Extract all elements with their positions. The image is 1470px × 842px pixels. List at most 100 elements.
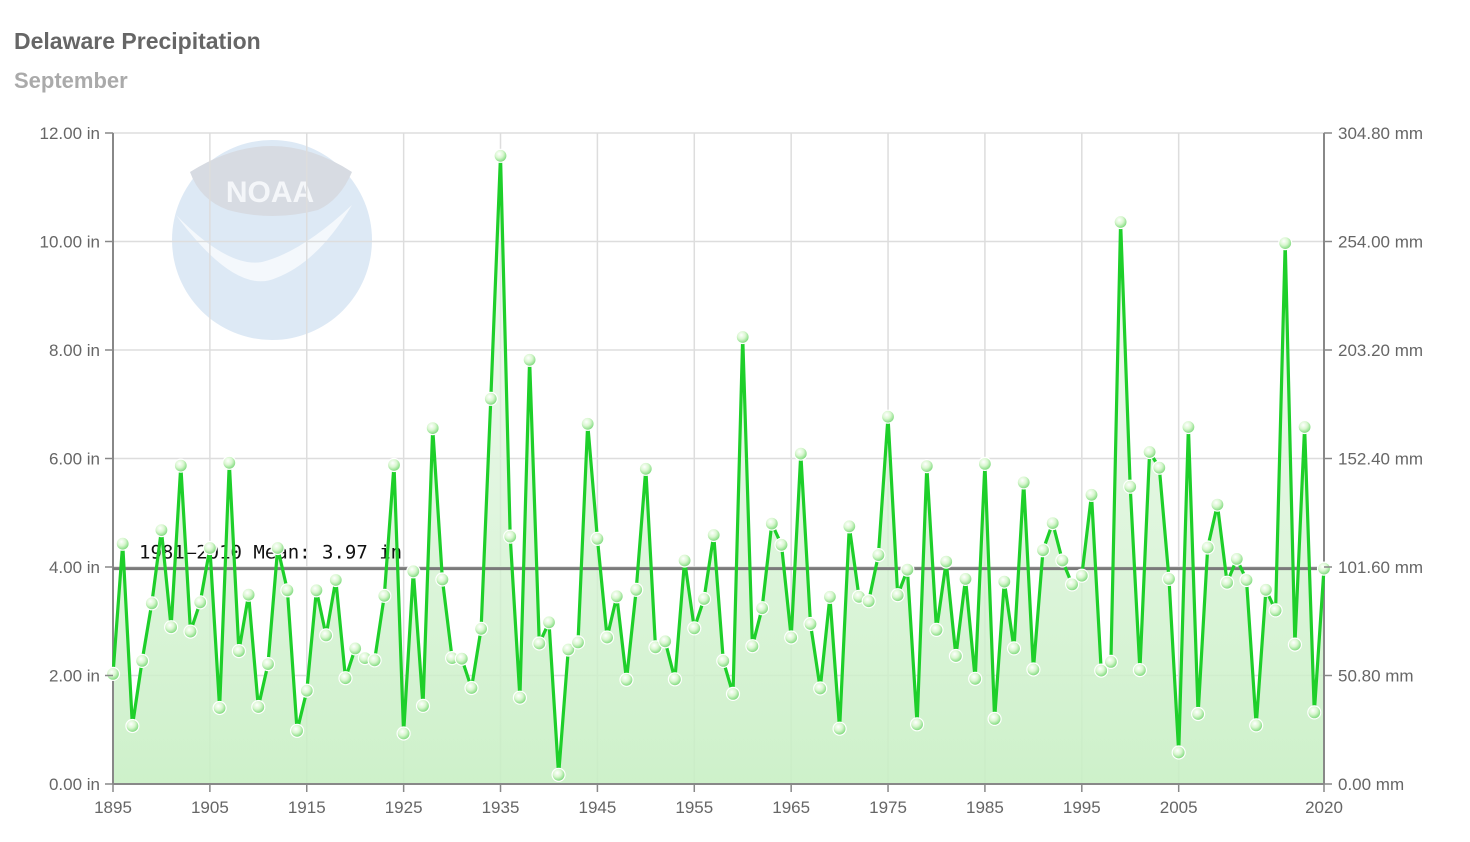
data-point xyxy=(1229,551,1244,567)
data-point xyxy=(570,635,586,650)
y-tick-label: 12.00 in xyxy=(40,124,101,143)
data-point xyxy=(260,656,276,672)
data-point xyxy=(1026,662,1041,677)
data-point xyxy=(1084,487,1099,502)
data-point xyxy=(348,641,363,656)
data-point xyxy=(435,572,450,587)
x-tick-label: 1895 xyxy=(94,798,132,817)
x-tick-label: 1985 xyxy=(966,798,1004,817)
data-point xyxy=(183,624,198,639)
data-point xyxy=(832,721,847,736)
data-point xyxy=(1094,663,1109,678)
data-point xyxy=(377,588,392,603)
data-point xyxy=(454,651,469,666)
y-tick-label: 0.00 in xyxy=(49,775,100,794)
data-point xyxy=(1064,577,1080,592)
data-point xyxy=(997,574,1012,589)
data-point xyxy=(590,531,605,546)
data-point xyxy=(871,547,886,563)
data-point xyxy=(977,456,993,471)
data-point xyxy=(696,591,712,607)
y2-tick-label: 0.00 mm xyxy=(1338,775,1404,794)
data-point xyxy=(1152,460,1167,475)
data-point xyxy=(1316,561,1332,576)
data-point xyxy=(154,522,169,538)
data-point xyxy=(919,459,934,474)
data-point xyxy=(541,615,557,630)
data-point xyxy=(135,653,150,669)
data-point xyxy=(754,601,770,616)
data-point xyxy=(280,583,295,598)
noaa-watermark-text: NOAA xyxy=(226,176,314,209)
data-point xyxy=(1268,603,1283,618)
data-point xyxy=(319,628,334,643)
data-point xyxy=(609,589,624,604)
data-point xyxy=(1287,637,1303,652)
data-point xyxy=(1171,745,1186,760)
data-point xyxy=(1181,419,1196,435)
data-point xyxy=(1113,214,1128,230)
data-point xyxy=(483,391,498,406)
data-point xyxy=(842,519,857,534)
data-point xyxy=(1132,662,1148,678)
data-point xyxy=(1103,654,1119,670)
data-point xyxy=(803,616,818,632)
precipitation-line xyxy=(111,154,1326,777)
x-tick-label: 1945 xyxy=(578,798,616,817)
data-point xyxy=(338,671,353,686)
data-point xyxy=(522,352,537,367)
data-point xyxy=(1016,475,1031,490)
data-point xyxy=(493,148,508,163)
data-point xyxy=(1190,706,1206,722)
data-point xyxy=(464,680,479,696)
data-point xyxy=(1142,444,1157,460)
data-point xyxy=(813,681,828,696)
data-point xyxy=(125,718,140,734)
x-tick-label: 1935 xyxy=(482,798,520,817)
data-point xyxy=(367,653,382,668)
data-point xyxy=(551,767,566,782)
y2-tick-label: 152.40 mm xyxy=(1338,450,1423,469)
data-point xyxy=(735,329,750,345)
data-point xyxy=(929,622,944,638)
y2-tick-label: 304.80 mm xyxy=(1338,124,1423,143)
data-point xyxy=(948,648,964,664)
data-point xyxy=(474,621,489,636)
y-tick-label: 10.00 in xyxy=(40,233,101,252)
data-point xyxy=(512,690,528,705)
data-point xyxy=(1278,236,1293,251)
chart-subtitle: September xyxy=(14,68,128,93)
data-point xyxy=(725,686,741,702)
data-point xyxy=(115,536,130,551)
y-tick-label: 6.00 in xyxy=(49,450,100,469)
y-tick-label: 2.00 in xyxy=(49,667,100,686)
data-point xyxy=(745,639,760,654)
y-axis-ticks: 0.00 in 2.00 in 4.00 in 6.00 in 8.00 in 10.00… xyxy=(40,124,113,794)
data-point xyxy=(638,461,653,476)
y2-tick-label: 101.60 mm xyxy=(1338,558,1423,577)
data-point xyxy=(173,458,188,473)
y2-tick-label: 203.20 mm xyxy=(1338,341,1423,360)
data-point xyxy=(1297,419,1312,435)
data-point xyxy=(619,672,634,687)
data-point xyxy=(1161,571,1177,587)
noaa-logo-icon: NOAA xyxy=(172,140,372,340)
data-point xyxy=(987,711,1002,727)
data-point xyxy=(629,582,644,597)
data-point xyxy=(202,540,217,556)
chart-title: Delaware Precipitation xyxy=(14,28,261,54)
data-point xyxy=(890,588,905,603)
data-point xyxy=(144,596,159,611)
data-point xyxy=(241,587,256,602)
data-point xyxy=(1123,479,1138,494)
x-tick-label: 1925 xyxy=(385,798,423,817)
data-point xyxy=(299,683,314,698)
x-tick-label: 1955 xyxy=(675,798,713,817)
data-point xyxy=(270,540,285,556)
data-point xyxy=(290,723,305,738)
data-point xyxy=(706,527,721,543)
y2-tick-label: 254.00 mm xyxy=(1338,233,1423,252)
data-point xyxy=(425,421,440,436)
data-point xyxy=(164,620,179,635)
data-point xyxy=(764,516,779,531)
